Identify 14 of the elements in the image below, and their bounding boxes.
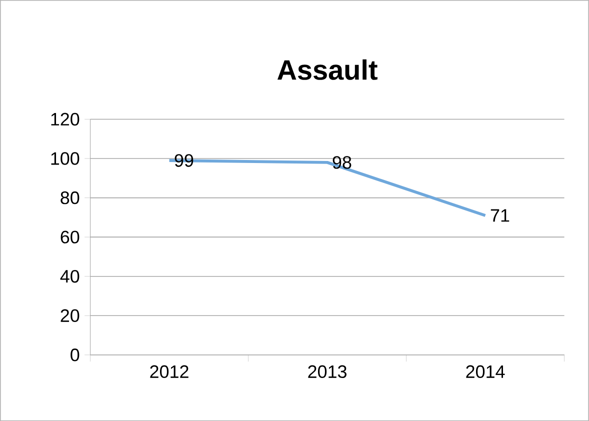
y-tick-label: 40 — [60, 270, 80, 283]
x-tick-label: 2013 — [308, 365, 346, 378]
data-label: 98 — [332, 156, 352, 169]
y-tick-label: 120 — [51, 112, 80, 126]
chart-title: Assault — [277, 59, 378, 80]
y-tick-label: 20 — [60, 309, 80, 322]
y-tick-label: 80 — [60, 191, 80, 204]
x-tick-label: 2014 — [466, 365, 505, 378]
x-tick-label: 2012 — [150, 365, 188, 378]
y-tick-label: 100 — [51, 152, 80, 165]
y-tick-label: 0 — [70, 348, 80, 362]
data-label: 99 — [174, 154, 194, 167]
data-label: 71 — [490, 209, 510, 222]
y-tick-label: 60 — [60, 230, 80, 244]
